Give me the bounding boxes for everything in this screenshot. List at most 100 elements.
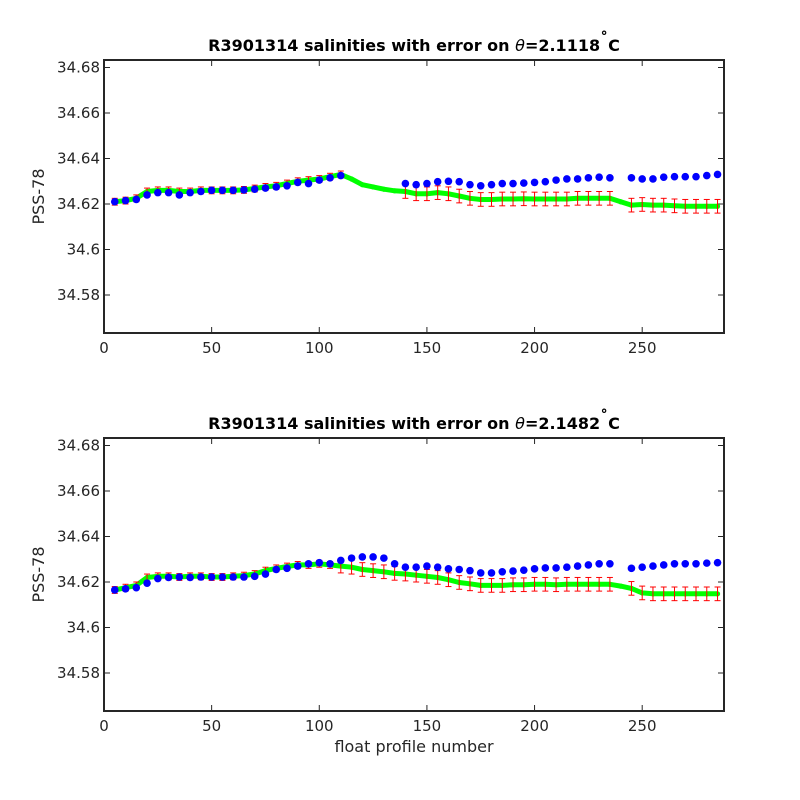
y-axis-label: PSS-78 — [29, 168, 48, 224]
error-bar — [553, 577, 560, 593]
adjusted-point — [381, 186, 387, 192]
axes-frame — [103, 59, 725, 334]
original-point — [358, 553, 367, 561]
title-theta-value: =2.1482 — [525, 414, 600, 433]
original-point — [380, 554, 388, 562]
original-point — [498, 567, 507, 576]
error-bar — [477, 192, 484, 207]
title-theta-value: =2.1118 — [525, 36, 600, 55]
original-point — [326, 560, 334, 568]
chart-2: R3901314 salinities with error on θ=2.14… — [29, 408, 725, 756]
error-bar — [542, 191, 549, 207]
error-bar — [671, 198, 678, 214]
original-point — [466, 180, 474, 189]
error-bar — [628, 581, 635, 596]
error-bar — [380, 564, 387, 580]
original-point — [702, 171, 711, 180]
original-point — [659, 561, 668, 569]
title-unit: C — [608, 36, 620, 55]
error-bar — [714, 198, 721, 214]
original-point — [519, 566, 528, 574]
y-tick-label: 34.58 — [57, 664, 100, 682]
original-point — [487, 180, 496, 189]
original-point — [229, 186, 237, 195]
error-bar — [574, 576, 581, 592]
error-bar — [660, 586, 667, 602]
original-point — [444, 565, 453, 573]
original-point — [530, 178, 539, 187]
y-tick-label: 34.58 — [57, 286, 100, 304]
original-point — [519, 179, 528, 187]
original-point — [218, 573, 227, 581]
original-point — [347, 554, 356, 562]
original-point — [670, 172, 679, 181]
error-bar — [649, 197, 656, 213]
original-point — [659, 173, 668, 181]
original-point — [702, 559, 711, 567]
original-point — [207, 186, 216, 195]
original-point — [455, 565, 464, 574]
error-bar — [510, 577, 517, 593]
adjusted-point — [392, 188, 398, 194]
original-point — [649, 562, 657, 570]
error-bar — [359, 562, 366, 577]
original-point — [487, 569, 496, 577]
y-tick-label: 34.6 — [67, 619, 100, 637]
x-tick-label: 0 — [99, 339, 109, 357]
chart-1: R3901314 salinities with error on θ=2.11… — [29, 30, 725, 357]
error-bar — [682, 586, 689, 602]
original-point — [713, 170, 722, 179]
original-point — [401, 563, 410, 572]
original-point — [509, 179, 517, 188]
error-bar — [639, 197, 646, 212]
original-point — [476, 569, 485, 577]
error-bar — [660, 197, 667, 213]
title-degree: ˚ — [600, 30, 608, 49]
error-bar — [520, 191, 527, 207]
title-theta: θ — [515, 36, 525, 55]
error-bar — [606, 190, 613, 206]
y-tick-label: 34.64 — [57, 528, 100, 546]
original-point — [573, 562, 582, 570]
y-tick-label: 34.66 — [57, 104, 100, 122]
adjusted-point — [618, 583, 624, 589]
original-point — [369, 553, 377, 561]
original-point — [401, 179, 410, 188]
original-point — [164, 188, 173, 197]
original-point — [164, 573, 173, 582]
original-point — [433, 177, 442, 186]
error-bar — [499, 191, 506, 207]
axes-frame — [103, 437, 725, 712]
error-bar — [671, 586, 678, 602]
original-point — [132, 583, 141, 592]
x-tick-label: 50 — [202, 717, 221, 735]
original-point — [154, 574, 162, 583]
error-bar — [499, 578, 506, 593]
original-point — [240, 573, 248, 581]
error-bar — [466, 190, 473, 206]
error-bar — [531, 191, 538, 207]
error-bar — [466, 576, 473, 592]
original-point — [541, 177, 550, 186]
x-axis-label: float profile number — [334, 737, 494, 756]
original-point — [110, 586, 119, 594]
adjusted-point — [348, 176, 355, 182]
error-bar — [649, 586, 656, 602]
original-point — [390, 560, 399, 568]
x-tick-label: 100 — [305, 717, 334, 735]
original-point — [509, 567, 517, 575]
original-point — [412, 563, 420, 572]
original-point — [186, 188, 194, 197]
error-bar — [574, 190, 581, 206]
error-bar — [693, 198, 700, 214]
original-point — [304, 560, 313, 568]
original-point — [466, 566, 474, 575]
error-bar — [510, 191, 517, 207]
title-unit: C — [608, 414, 620, 433]
plot-area — [104, 60, 724, 333]
series-original — [110, 170, 722, 206]
original-point — [250, 185, 259, 194]
title-degree: ˚ — [600, 408, 608, 427]
error-bar — [563, 191, 570, 207]
